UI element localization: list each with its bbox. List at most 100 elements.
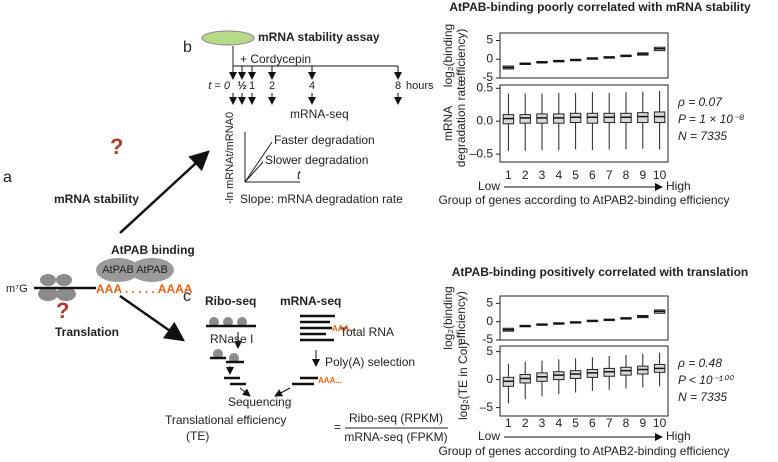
x-tick-label: 4 [555, 168, 562, 182]
y-tick-label: 0 [486, 51, 493, 65]
chart-title: AtPAB-binding positively correlated with… [452, 265, 748, 279]
arrow [119, 294, 186, 342]
y-label: log₂(binding [441, 24, 455, 87]
box [637, 112, 649, 124]
x-label: Group of genes according to AtPAB2-bindi… [438, 444, 729, 458]
chart-title: AtPAB-binding poorly correlated with mRN… [449, 0, 751, 14]
plot-frame [499, 32, 669, 79]
numerator: Ribo-seq (RPKM) [349, 411, 443, 425]
y-label: efficiency) [454, 291, 468, 345]
slow-line [244, 161, 264, 183]
x-high: High [666, 429, 691, 443]
binding-label: AtPAB binding [111, 243, 195, 257]
stat-annotation: N = 7335 [678, 390, 727, 404]
time-zero: t = 0 [208, 80, 231, 92]
plot-frame [499, 345, 669, 417]
pab-protein [96, 258, 140, 282]
slow-label: Slower degradation [265, 153, 368, 167]
time-label: 4 [309, 80, 315, 92]
dish [201, 30, 255, 46]
arrow [119, 150, 210, 234]
plot-frame [499, 84, 669, 163]
y-label: mRNA [441, 106, 455, 141]
stat-annotation: P < 10⁻¹⁰⁰ [678, 373, 735, 387]
plot-frame [499, 295, 669, 341]
time-label: ½ [237, 80, 246, 92]
y-tick-label: –5 [480, 400, 494, 414]
assay-title: mRNA stability assay [258, 30, 380, 44]
denominator: mRNA-seq (FPKM) [344, 430, 447, 444]
x-tick-label: 1 [505, 168, 512, 182]
ribo-sketch [206, 317, 256, 397]
panel-label: c [183, 288, 191, 305]
x-low: Low [478, 179, 500, 193]
x-tick-label: 10 [653, 416, 667, 430]
x-low: Low [478, 429, 500, 443]
ribo-title: Ribo-seq [205, 294, 256, 308]
y-label: -ln mRNAt/mRNA0 [224, 112, 236, 204]
x-tick-label: 10 [653, 168, 667, 182]
time-label: 1 [249, 80, 255, 92]
box [519, 114, 531, 124]
y-tick-label: 0.5 [476, 80, 493, 94]
mrna-sketch [274, 314, 335, 397]
y-tick-label: 0.0 [476, 113, 493, 127]
rnase-label: RNase I [210, 332, 253, 346]
time-label: 2 [269, 80, 275, 92]
time-unit: hours [406, 80, 434, 92]
y-tick-label: -5 [482, 332, 493, 346]
polya-small: AAA... [318, 376, 342, 385]
time-arrows [229, 65, 402, 105]
polya-small: AAA... [332, 324, 356, 333]
y-tick-label: –0.5 [470, 146, 494, 160]
te-abbr: (TE) [186, 429, 209, 443]
sequencing: Sequencing [228, 395, 291, 409]
stat-annotation: P = 1 × 10⁻⁸ [678, 112, 744, 126]
x-tick-label: 2 [522, 416, 529, 430]
slope-label: Slope: mRNA degradation rate [240, 192, 403, 206]
x-label: t [297, 168, 301, 182]
x-tick-label: 1 [505, 416, 512, 430]
assay: mRNA-seq [290, 107, 349, 121]
treatment: + Cordycepin [240, 52, 311, 66]
polya-sel: Poly(A) selection [325, 355, 415, 369]
translation-label: Translation [55, 325, 119, 339]
y-label: efficiency) [454, 29, 468, 83]
x-tick-label: 7 [606, 168, 613, 182]
te-label: Translational efficiency [165, 413, 286, 427]
polya-tail: AAA . . . . . AAAA [96, 282, 193, 296]
stat-annotation: ρ = 0.07 [677, 95, 723, 109]
x-tick-label: 9 [639, 416, 646, 430]
x-label: Group of genes according to AtPAB2-bindi… [438, 193, 729, 207]
y-label: log₂(TE in Col) [456, 342, 470, 420]
x-tick-label: 3 [539, 168, 546, 182]
ribosomes [38, 274, 76, 301]
x-tick-label: 5 [572, 416, 579, 430]
question-mark: ? [110, 134, 123, 159]
x-tick-label: 8 [623, 416, 630, 430]
question-mark: ? [56, 298, 69, 323]
x-tick-label: 6 [589, 168, 596, 182]
total-label: Total RNA [340, 325, 394, 339]
y-tick-label: 5 [486, 296, 493, 310]
fast-line [244, 141, 273, 183]
y-tick-label: 5 [486, 344, 493, 358]
y-label: log₂(binding [441, 286, 455, 349]
box [586, 112, 599, 124]
cap: m⁷G [6, 283, 28, 295]
x-tick-label: 9 [639, 168, 646, 182]
x-tick-label: 6 [589, 416, 596, 430]
y-tick-label: -5 [482, 70, 493, 84]
panel-label: b [183, 39, 192, 56]
mrna-title: mRNA-seq [280, 294, 341, 308]
x-tick-label: 5 [572, 168, 579, 182]
x-tick-label: 2 [522, 168, 529, 182]
y-tick-label: 5 [486, 33, 493, 47]
x-tick-label: 8 [623, 168, 630, 182]
stat-annotation: ρ = 0.48 [677, 356, 722, 370]
y-label: degradation rate [454, 79, 468, 167]
stability-label: mRNA stability [54, 192, 139, 206]
x-tick-label: 3 [539, 416, 546, 430]
equals: = [334, 420, 341, 434]
